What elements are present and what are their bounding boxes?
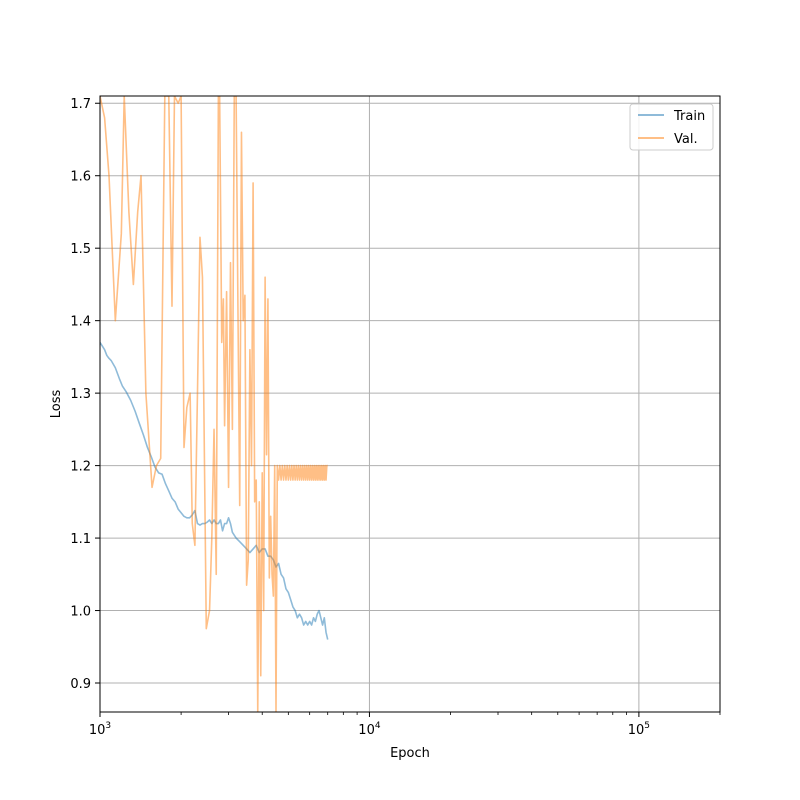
plot-area bbox=[100, 96, 720, 712]
y-tick-label: 1.3 bbox=[70, 387, 91, 402]
series-line-train bbox=[100, 341, 329, 640]
x-tick-label: 105 bbox=[628, 721, 650, 738]
y-tick-label: 0.9 bbox=[70, 677, 91, 692]
series-line-val bbox=[100, 96, 328, 712]
x-tick-label: 103 bbox=[89, 721, 111, 738]
x-tick-label: 104 bbox=[358, 721, 381, 738]
y-tick-label: 1.6 bbox=[70, 170, 91, 185]
y-tick-label: 1.5 bbox=[70, 242, 91, 257]
plot-frame bbox=[99, 95, 721, 713]
series-layer bbox=[100, 96, 329, 712]
y-tick-label: 1.7 bbox=[70, 97, 91, 112]
y-tick-label: 1.2 bbox=[70, 460, 91, 475]
x-axis-label: Epoch bbox=[390, 746, 430, 761]
y-tick-label: 1.0 bbox=[70, 605, 91, 620]
axis-ticks: 103 104 105 0.9 1.0 1.1 1.2 1.3 1.4 1.5 1.6 1.7 bbox=[70, 97, 721, 738]
y-tick-label: 1.1 bbox=[70, 532, 91, 547]
legend: Train Val. bbox=[629, 103, 714, 151]
legend-label-train: Train bbox=[673, 109, 705, 124]
y-tick-label: 1.4 bbox=[70, 315, 91, 330]
y-axis-label: Loss bbox=[49, 390, 64, 419]
legend-label-val: Val. bbox=[674, 132, 698, 147]
